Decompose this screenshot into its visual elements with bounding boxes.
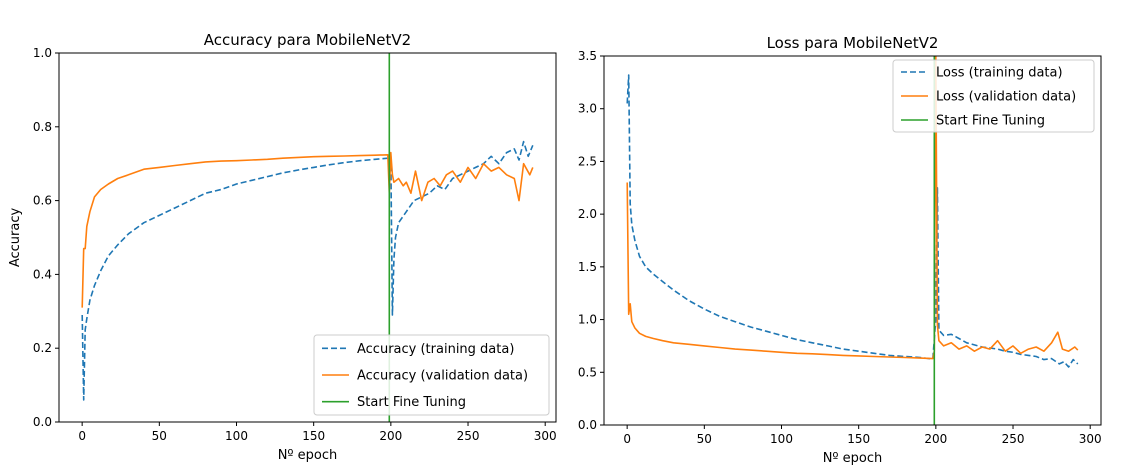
y-tick-label: 1.0 (33, 46, 52, 60)
x-tick-label: 150 (302, 429, 325, 443)
legend: Accuracy (training data) Accuracy (valida… (313, 334, 550, 416)
y-tick-label: 3.0 (578, 102, 597, 116)
x-tick-label: 300 (534, 429, 557, 443)
y-tick-label: 1.5 (578, 260, 597, 274)
legend-label: Accuracy (validation data) (357, 369, 528, 384)
x-tick-label: 50 (697, 432, 712, 446)
legend-label: Start Fine Tuning (936, 114, 1045, 129)
legend-label: Loss (training data) (936, 66, 1063, 81)
plot-frame (603, 55, 1102, 426)
x-tick-label: 100 (225, 429, 248, 443)
y-tick-label: 0.0 (33, 415, 52, 429)
x-tick-label: 250 (457, 429, 480, 443)
plot-frame (58, 52, 557, 423)
y-tick-label: 3.5 (578, 49, 597, 63)
y-axis-label: Accuracy (8, 208, 23, 268)
y-tick-label: 0.8 (33, 120, 52, 134)
x-axis-label: Nº epoch (278, 448, 338, 463)
y-tick-label: 2.5 (578, 154, 597, 168)
y-tick-label: 0.6 (33, 194, 52, 208)
series-line-validation (626, 56, 1079, 360)
series-line-training (81, 140, 534, 401)
x-tick-label: 100 (770, 432, 793, 446)
x-tick-label: 150 (847, 432, 870, 446)
x-axis-label: Nº epoch (823, 451, 883, 466)
x-tick-label: 0 (78, 429, 86, 443)
y-tick-label: 0.5 (578, 365, 597, 379)
x-tick-label: 250 (1002, 432, 1025, 446)
y-tick-label: 1.0 (578, 313, 597, 327)
legend-label: Accuracy (training data) (357, 342, 514, 357)
chart-title: Accuracy para MobileNetV2 (204, 31, 411, 49)
y-tick-label: 0.2 (33, 341, 52, 355)
x-tick-label: 0 (623, 432, 631, 446)
x-tick-label: 200 (924, 432, 947, 446)
x-tick-label: 200 (379, 429, 402, 443)
legend-box (892, 59, 1095, 133)
chart-panel-2: Loss para MobileNetV2 0 50 100 150 200 250 300 0… (578, 34, 1102, 466)
series-line-training (626, 74, 1079, 368)
x-tick-label: 50 (152, 429, 167, 443)
legend-box (313, 334, 550, 416)
legend-label: Loss (validation data) (936, 90, 1076, 105)
y-tick-label: 2.0 (578, 207, 597, 221)
chart-title: Loss para MobileNetV2 (767, 34, 939, 52)
chart-panel-1: Accuracy para MobileNetV2 0 50 100 150 200 250… (8, 31, 557, 463)
y-tick-label: 0.4 (33, 267, 52, 281)
x-tick-label: 300 (1079, 432, 1102, 446)
legend-label: Start Fine Tuning (357, 395, 466, 410)
series-line-validation (81, 151, 534, 308)
legend: Loss (training data) Loss (validation dat… (892, 59, 1095, 133)
y-tick-label: 0.0 (578, 418, 597, 432)
